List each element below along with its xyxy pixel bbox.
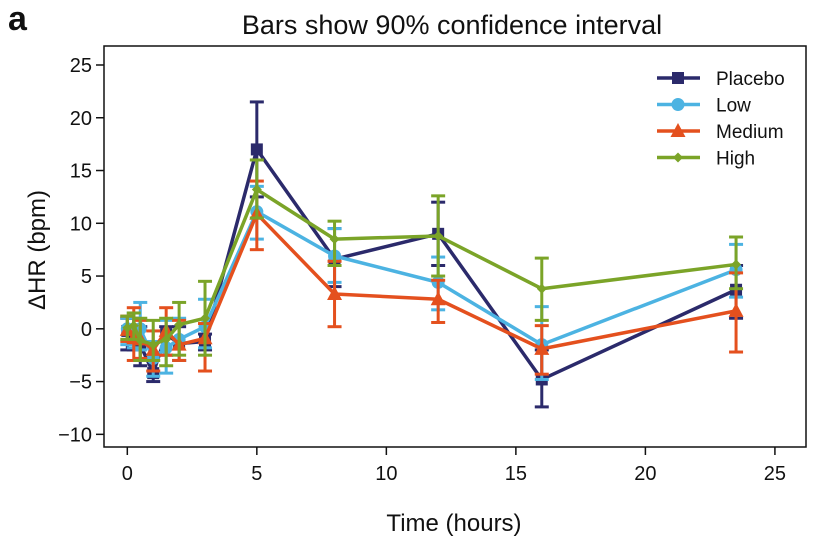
data-point-high (433, 230, 444, 241)
data-point-medium (728, 302, 744, 317)
legend-label: Placebo (716, 69, 785, 90)
data-point-medium (327, 285, 343, 300)
data-point-high (251, 184, 262, 195)
x-tick-label: 25 (764, 463, 786, 485)
series-high (120, 158, 744, 368)
legend-label: Medium (716, 122, 784, 143)
panel-label: a (8, 0, 28, 38)
x-tick-label: 0 (122, 463, 133, 485)
chart-title: Bars show 90% confidence interval (242, 10, 662, 40)
legend-item-medium: Medium (657, 122, 784, 143)
plot-frame (103, 45, 807, 448)
y-tick-label: −10 (58, 424, 92, 446)
legend-item-placebo: Placebo (657, 69, 785, 90)
legend-marker (671, 98, 685, 111)
series-placebo (120, 100, 744, 409)
data-point-medium (534, 340, 550, 355)
data-point-high (174, 319, 185, 330)
legend-marker (672, 72, 684, 84)
data-point-high (329, 234, 340, 245)
y-tick-label: 15 (70, 161, 92, 183)
legend-label: High (716, 149, 755, 170)
legend-marker (673, 152, 683, 163)
y-tick-label: 20 (70, 108, 92, 130)
data-point-high (200, 313, 211, 324)
x-axis-label: Time (hours) (386, 510, 521, 537)
data-point-medium (430, 291, 446, 306)
x-tick-label: 10 (375, 463, 397, 485)
y-axis: −10 −5 0 5 10 15 20 25 (58, 55, 104, 446)
y-axis-label: ΔHR (bpm) (24, 190, 51, 310)
x-axis: 0 5 10 15 20 25 (122, 447, 786, 485)
data-point-high (161, 334, 172, 345)
y-tick-label: 10 (70, 213, 92, 235)
legend-item-low: Low (657, 96, 751, 117)
legend: Placebo Low Medium High (657, 69, 785, 170)
x-tick-label: 15 (505, 463, 527, 485)
data-point-high (148, 339, 159, 350)
legend-item-high: High (657, 149, 755, 170)
series-medium (119, 179, 744, 376)
data-point-high (135, 335, 146, 346)
data-point-high (128, 320, 139, 331)
y-tick-label: 5 (81, 266, 92, 288)
series-layer (119, 100, 744, 409)
y-tick-label: −5 (69, 372, 92, 394)
data-point-high (536, 283, 547, 294)
data-point-high (122, 322, 133, 333)
data-point-high (731, 259, 742, 270)
legend-marker (670, 123, 686, 137)
y-tick-label: 0 (81, 319, 92, 341)
data-point-placebo (250, 143, 263, 156)
series-low (120, 184, 744, 381)
y-tick-label: 25 (70, 55, 92, 77)
legend-label: Low (716, 96, 751, 117)
x-tick-label: 5 (251, 463, 262, 485)
x-tick-label: 20 (634, 463, 656, 485)
